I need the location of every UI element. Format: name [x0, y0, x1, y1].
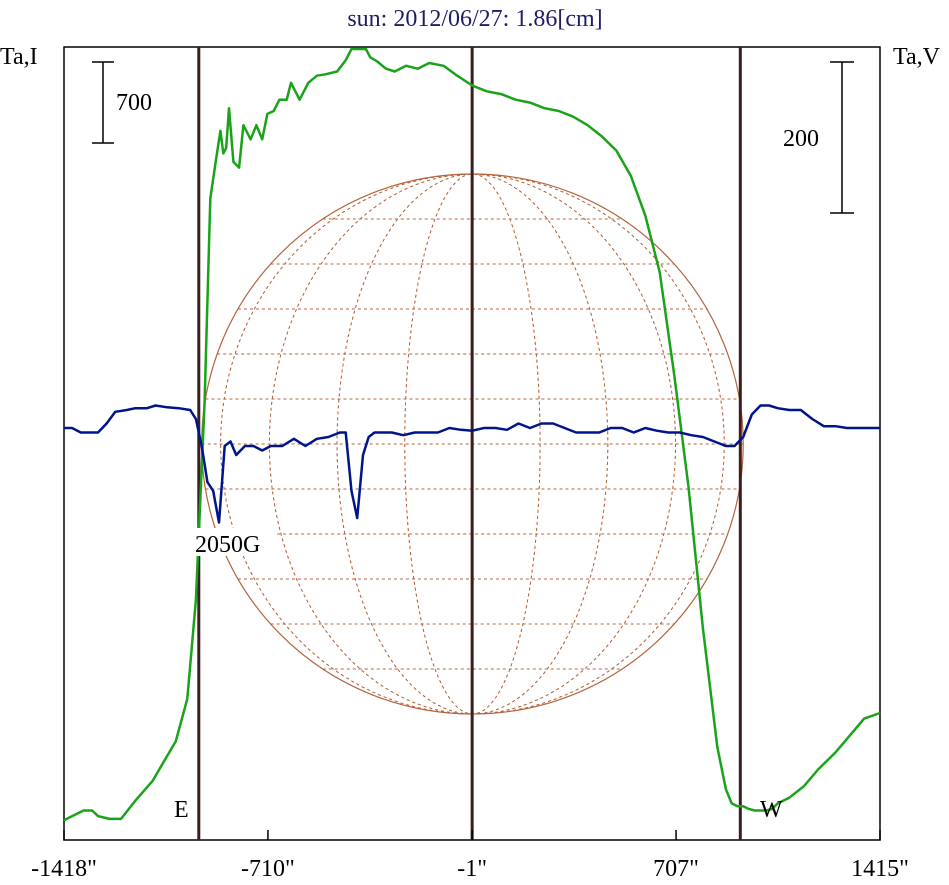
series-layer [63, 47, 881, 822]
x-ticks: -1418" -710" -1" 707" 1415" [31, 830, 909, 882]
scale-bar-I: 700 [92, 61, 152, 144]
series-line-I [63, 47, 881, 822]
field-annotation: 2050G [195, 532, 260, 558]
series-line-V [64, 404, 880, 524]
x-tick-label: 1415" [851, 856, 909, 882]
west-marker: W [760, 797, 783, 823]
left-axis-label: Ta,I [0, 44, 38, 70]
vertical-lines [197, 47, 742, 840]
right-axis-label: Ta,V [893, 44, 941, 70]
x-tick-label: -1418" [31, 856, 97, 882]
x-tick-label: -710" [241, 856, 295, 882]
scale-bar-I-label: 700 [116, 90, 152, 116]
x-tick-label: -1" [457, 856, 487, 882]
scale-bar-V-label: 200 [783, 126, 819, 152]
annotation-bg [194, 528, 276, 556]
disk-meridian [336, 173, 609, 715]
scale-bar-V: 200 [783, 61, 854, 214]
east-marker: E [174, 797, 189, 823]
x-tick-label: 707" [653, 856, 699, 882]
chart-title: sun: 2012/06/27: 1.86[cm] [347, 6, 602, 32]
